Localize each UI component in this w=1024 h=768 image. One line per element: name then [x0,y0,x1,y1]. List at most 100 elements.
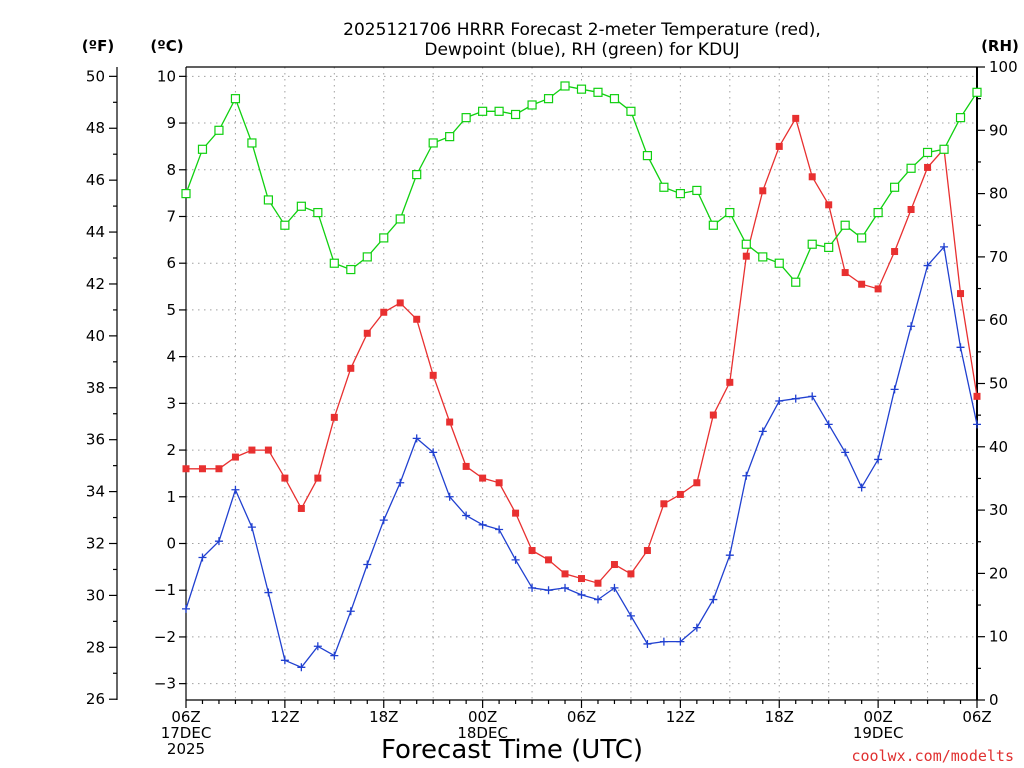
rh-tick-label: 0 [989,691,999,709]
dewpoint-point [791,394,800,403]
dewpoint-point [973,420,981,429]
2-meter-temperature-point [709,411,717,419]
x-date-label: 2025 [167,740,205,758]
rh-point [659,182,669,192]
rh-tick-label: 100 [989,58,1018,76]
celsius-unit-label: (ºC) [150,37,183,55]
rh-series [181,81,982,287]
dewpoint-point [231,485,240,494]
dewpoint-point [874,455,883,464]
2-meter-temperature-point [610,561,618,569]
rh-point [675,189,685,199]
fahrenheit-tick-label: 44 [86,223,105,241]
rh-tick-label: 90 [989,121,1008,139]
2-meter-temperature-point [495,479,503,487]
celsius-tick-label: −2 [154,628,176,646]
2-meter-temperature-point [462,462,470,470]
series [181,81,982,672]
fahrenheit-tick-label: 38 [86,379,105,397]
rh-tick-label: 40 [989,438,1008,456]
rh-point [510,109,521,120]
x-date-label: 17DEC [161,724,212,742]
rh-point [890,182,900,192]
rh-tick-label: 60 [989,311,1008,329]
2-meter-temperature-point [825,201,833,209]
dewpoint-point [643,639,652,648]
2-meter-temperature-point [528,547,536,555]
fahrenheit-tick-label: 48 [86,119,105,137]
dewpoint-point [495,525,504,534]
fahrenheit-tick-label: 46 [86,171,105,189]
dewpoint-point [561,583,570,592]
rh-point [494,106,504,116]
2-meter-temperature-point [380,308,388,316]
2-meter-temperature-point [726,378,734,386]
chart-title-line-1: 2025121706 HRRR Forecast 2-meter Tempera… [343,20,821,40]
x-tick-label: 18Z [765,708,794,726]
rh-tick-label: 30 [989,501,1008,519]
celsius-tick-label: 3 [166,394,176,412]
2-meter-temperature-point [808,173,816,181]
fahrenheit-tick-label: 26 [86,690,105,708]
dewpoint-point [742,471,751,480]
x-axis-title: Forecast Time (UTC) [381,735,643,765]
celsius-tick-label: 10 [157,67,176,85]
2-meter-temperature-point [759,187,767,195]
dewpoint-point [577,590,586,599]
2-meter-temperature-point [841,269,849,277]
celsius-tick-label: 8 [166,161,176,179]
dewpoint-point [528,583,537,592]
x-date-label: 19DEC [853,724,904,742]
rh-point [346,264,356,275]
rh-point [445,132,455,142]
2-meter-temperature-point [627,570,635,578]
x-tick-label: 00Z [863,708,892,726]
dewpoint-point [313,642,322,651]
2-meter-temperature-point [973,392,981,400]
dewpoint-point [857,483,866,492]
celsius-tick-label: 6 [166,254,176,272]
rh-point [857,233,867,243]
dewpoint-point [758,427,767,436]
dewpoint-point [396,478,405,487]
2-meter-temperature-point [874,285,882,293]
dewpoint-point [676,637,685,646]
2-meter-temperature-point [891,248,899,256]
rh-point [692,185,702,196]
dewpoint-point [775,397,784,406]
2-meter-temperature-point [775,142,783,150]
2-meter-temperature-series [182,114,981,587]
dewpoint-point [214,537,223,546]
dewpoint-point [247,523,256,532]
rh-point [708,220,718,230]
2-meter-temperature-point [347,364,355,372]
x-tick-label: 00Z [468,708,497,726]
dewpoint-point [280,656,289,665]
2-meter-temperature-point [742,252,750,260]
dewpoint-point [808,392,817,401]
x-tick-label: 06Z [171,708,200,726]
dewpoint-point [940,242,949,251]
2-meter-temperature-point [215,465,223,473]
2-meter-temperature-point [578,575,585,583]
grid [186,67,977,700]
rh-point [214,125,224,135]
2-meter-temperature-point [561,570,569,578]
fahrenheit-tick-label: 42 [86,275,105,293]
rh-point [296,201,306,211]
dewpoint-point [445,492,454,501]
rh-point [906,163,916,173]
2-meter-temperature-point [643,547,651,555]
rh-point [230,94,241,104]
rh-point [197,144,208,154]
chart-title: 2025121706 HRRR Forecast 2-meter Tempera… [343,20,821,60]
rh-unit-label: (RH) [981,37,1019,55]
dewpoint-point [907,322,916,331]
2-meter-temperature-point [858,280,866,288]
2-meter-temperature-point [396,299,404,307]
dewpoint-point [182,604,190,613]
rh-tick-label: 10 [989,628,1008,646]
dewpoint-point [346,607,355,616]
celsius-tick-label: 5 [166,301,176,319]
2-meter-temperature-point [264,446,272,454]
